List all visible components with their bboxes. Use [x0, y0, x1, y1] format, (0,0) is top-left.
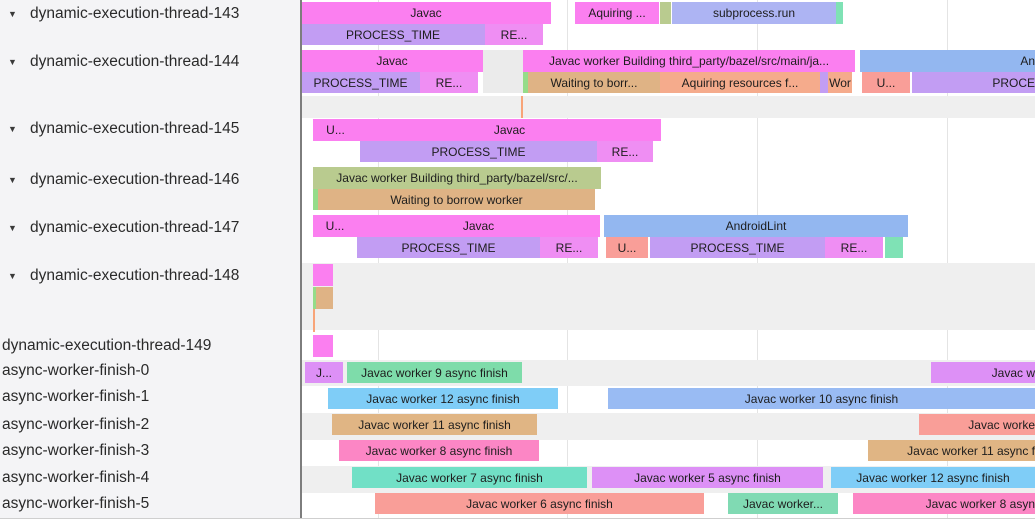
trace-slice[interactable]: Javac worker 8 async finish	[339, 440, 539, 461]
instant-event-tick[interactable]	[521, 96, 523, 118]
trace-slice[interactable]: An	[860, 50, 1035, 72]
track-row-async-worker-finish-2[interactable]: async-worker-finish-2	[0, 414, 298, 436]
trace-slice[interactable]: Javac worker Building third_party/bazel/…	[523, 50, 855, 72]
trace-slice[interactable]: Javac	[301, 2, 551, 24]
expander-triangle-icon[interactable]: ▼	[8, 9, 17, 19]
track-row-async-worker-finish-4[interactable]: async-worker-finish-4	[0, 467, 298, 489]
track-row-dynamic-execution-thread-144[interactable]: ▼ dynamic-execution-thread-144	[0, 51, 298, 73]
track-row-async-worker-finish-1[interactable]: async-worker-finish-1	[0, 386, 298, 408]
trace-slice[interactable]: PROCESS_TIME	[650, 237, 825, 258]
trace-slice[interactable]: Javac worker 8 asyn	[853, 493, 1035, 514]
track-label: dynamic-execution-thread-147	[30, 219, 240, 236]
track-label: dynamic-execution-thread-149	[2, 337, 212, 354]
trace-slice[interactable]: PROCESS_TIME	[301, 72, 420, 93]
trace-slice[interactable]: Javac worker 11 async finish	[332, 414, 537, 435]
trace-slice[interactable]	[885, 237, 903, 258]
expander-triangle-icon[interactable]: ▼	[8, 124, 17, 134]
trace-slice[interactable]: subprocess.run	[672, 2, 836, 24]
gridline	[567, 0, 568, 518]
expander-triangle-icon[interactable]: ▼	[8, 57, 17, 67]
expander-triangle-icon[interactable]: ▼	[8, 175, 17, 185]
track-row-dynamic-execution-thread-143[interactable]: ▼ dynamic-execution-thread-143	[0, 3, 298, 25]
trace-slice[interactable]: RE...	[540, 237, 598, 258]
track-label: dynamic-execution-thread-143	[30, 5, 240, 22]
gridline	[757, 0, 758, 518]
track-background-region	[301, 263, 1035, 330]
trace-slice[interactable]: RE...	[485, 24, 543, 45]
instant-event-tick[interactable]	[313, 309, 315, 332]
trace-slice[interactable]	[820, 72, 828, 93]
trace-slice[interactable]: U...	[606, 237, 648, 258]
trace-slice[interactable]	[316, 287, 333, 309]
trace-slice[interactable]	[313, 264, 333, 286]
track-label: dynamic-execution-thread-148	[30, 267, 240, 284]
track-row-dynamic-execution-thread-149[interactable]: dynamic-execution-thread-149	[0, 335, 298, 357]
trace-slice[interactable]: PROCESS_TIME	[360, 141, 597, 162]
trace-slice[interactable]: Javac worker 12 async finish	[831, 467, 1035, 488]
trace-slice[interactable]: Aquiring ...	[575, 2, 659, 24]
trace-slice[interactable]: Javac	[301, 50, 483, 72]
trace-slice[interactable]	[313, 287, 316, 309]
trace-slice[interactable]: U...	[313, 119, 358, 141]
track-background-region	[483, 50, 523, 93]
trace-slice[interactable]: AndroidLint	[604, 215, 908, 237]
trace-slice[interactable]: PROCESS_TIME	[301, 24, 485, 45]
track-label: async-worker-finish-2	[2, 416, 150, 433]
trace-slice[interactable]: RE...	[420, 72, 478, 93]
trace-slice[interactable]: Javac worker 11 async f	[868, 440, 1035, 461]
track-label: async-worker-finish-3	[2, 442, 150, 459]
trace-slice[interactable]: Javac	[357, 215, 600, 237]
track-label: async-worker-finish-1	[2, 388, 150, 405]
trace-slice[interactable]: Javac worker 5 async finish	[592, 467, 823, 488]
trace-slice[interactable]	[836, 2, 843, 24]
track-row-async-worker-finish-5[interactable]: async-worker-finish-5	[0, 493, 298, 515]
trace-slice[interactable]	[313, 335, 333, 357]
trace-slice[interactable]: Javac worker 7 async finish	[352, 467, 587, 488]
track-label: async-worker-finish-5	[2, 495, 150, 512]
trace-slice[interactable]: U...	[862, 72, 910, 93]
trace-slice[interactable]: Javac worker Building third_party/bazel/…	[313, 167, 601, 189]
expander-triangle-icon[interactable]: ▼	[8, 223, 17, 233]
trace-slice[interactable]: Javac	[358, 119, 661, 141]
track-background-region	[301, 96, 1035, 118]
trace-slice[interactable]	[523, 72, 528, 93]
trace-slice[interactable]: Wor	[828, 72, 852, 93]
trace-slice[interactable]: PROCESS_TIME	[357, 237, 540, 258]
track-label: dynamic-execution-thread-146	[30, 171, 240, 188]
track-label: async-worker-finish-0	[2, 362, 150, 379]
track-row-async-worker-finish-3[interactable]: async-worker-finish-3	[0, 440, 298, 462]
trace-slice[interactable]: Javac worker 12 async finish	[328, 388, 558, 409]
track-row-async-worker-finish-0[interactable]: async-worker-finish-0	[0, 360, 298, 382]
track-row-dynamic-execution-thread-145[interactable]: ▼ dynamic-execution-thread-145	[0, 118, 298, 140]
trace-slice[interactable]: RE...	[825, 237, 883, 258]
track-row-dynamic-execution-thread-147[interactable]: ▼ dynamic-execution-thread-147	[0, 217, 298, 239]
trace-slice[interactable]	[313, 189, 318, 210]
trace-slice[interactable]	[660, 2, 671, 24]
trace-slice[interactable]: Waiting to borrow worker	[318, 189, 595, 210]
trace-slice[interactable]: Waiting to borr...	[528, 72, 660, 93]
trace-slice[interactable]: Javac worke	[919, 414, 1035, 435]
track-row-dynamic-execution-thread-146[interactable]: ▼ dynamic-execution-thread-146	[0, 169, 298, 191]
trace-slice[interactable]: U...	[313, 215, 357, 237]
gridline	[378, 0, 379, 518]
trace-slice[interactable]: PROCE	[912, 72, 1035, 93]
trace-slice[interactable]: Aquiring resources f...	[660, 72, 820, 93]
track-label: async-worker-finish-4	[2, 469, 150, 486]
trace-slice[interactable]: Javac worker 9 async finish	[347, 362, 522, 383]
trace-slice[interactable]: Javac w	[931, 362, 1035, 383]
trace-slice[interactable]: Javac worker 6 async finish	[375, 493, 704, 514]
track-label: dynamic-execution-thread-144	[30, 53, 240, 70]
track-row-dynamic-execution-thread-148[interactable]: ▼ dynamic-execution-thread-148	[0, 265, 298, 287]
track-label: dynamic-execution-thread-145	[30, 120, 240, 137]
gridline	[947, 0, 948, 518]
trace-slice[interactable]: Javac worker 10 async finish	[608, 388, 1035, 409]
trace-slice[interactable]: RE...	[597, 141, 653, 162]
track-sidebar: ▼ dynamic-execution-thread-143 ▼ dynamic-ex…	[0, 0, 302, 518]
trace-slice[interactable]: Javac worker...	[728, 493, 838, 514]
expander-triangle-icon[interactable]: ▼	[8, 271, 17, 281]
track-background-region	[0, 518, 1035, 519]
trace-slice[interactable]: J...	[305, 362, 343, 383]
